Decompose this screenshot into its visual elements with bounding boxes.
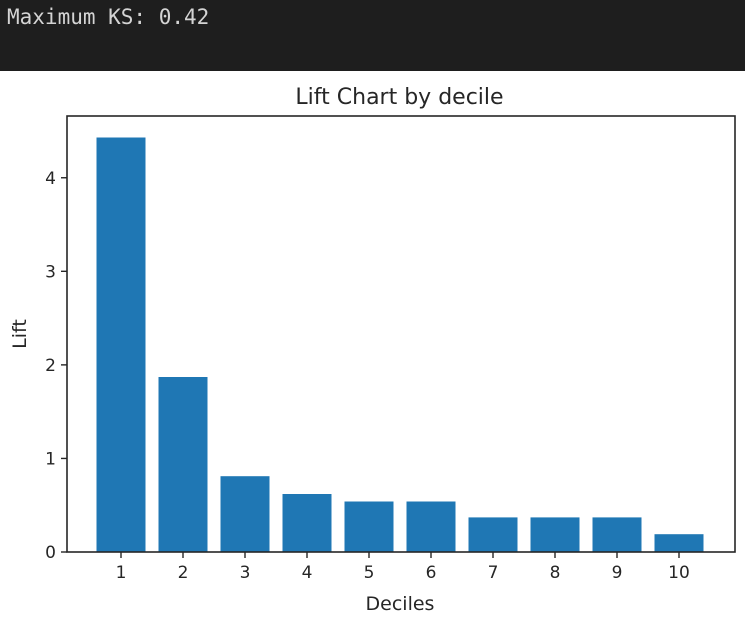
bar-decile-1	[96, 137, 146, 552]
output-text-area: Maximum KS: 0.42	[0, 0, 745, 71]
y-tick-label: 4	[45, 169, 56, 189]
bar-decile-8	[530, 517, 580, 552]
x-tick-label: 9	[612, 563, 623, 583]
y-tick-label: 1	[45, 449, 56, 469]
y-axis-label: Lift	[9, 319, 31, 349]
bar-decile-5	[344, 501, 394, 552]
y-tick-label: 0	[45, 543, 56, 563]
bar-decile-2	[158, 377, 208, 552]
bar-decile-3	[220, 476, 270, 552]
x-tick-label: 8	[550, 563, 561, 583]
x-tick-label: 3	[240, 563, 251, 583]
x-axis-label: Deciles	[366, 593, 435, 615]
y-tick-label: 3	[45, 262, 56, 282]
x-tick-label: 4	[302, 563, 313, 583]
x-tick-label: 1	[116, 563, 127, 583]
lift-bar-chart: Lift Chart by decile 0 1 2 3 4 1 2 3 4 5 6 7 8 9 10 L…	[9, 85, 736, 615]
bars-layer	[96, 137, 704, 552]
plot-frame	[66, 115, 736, 553]
bar-decile-10	[654, 534, 704, 552]
bar-decile-6	[406, 501, 456, 552]
y-tick-label: 2	[45, 356, 56, 376]
bar-decile-4	[282, 494, 332, 552]
x-tick-label: 5	[364, 563, 375, 583]
x-axis: 1 2 3 4 5 6 7 8 9 10	[116, 552, 690, 583]
x-tick-label: 6	[426, 563, 437, 583]
bar-decile-7	[468, 517, 518, 552]
bar-decile-9	[592, 517, 642, 552]
chart-title: Lift Chart by decile	[295, 85, 503, 110]
x-tick-label: 10	[668, 563, 690, 583]
x-tick-label: 2	[178, 563, 189, 583]
x-tick-label: 7	[488, 563, 499, 583]
ks-output-text: Maximum KS: 0.42	[7, 5, 210, 29]
y-axis: 0 1 2 3 4	[45, 169, 67, 563]
